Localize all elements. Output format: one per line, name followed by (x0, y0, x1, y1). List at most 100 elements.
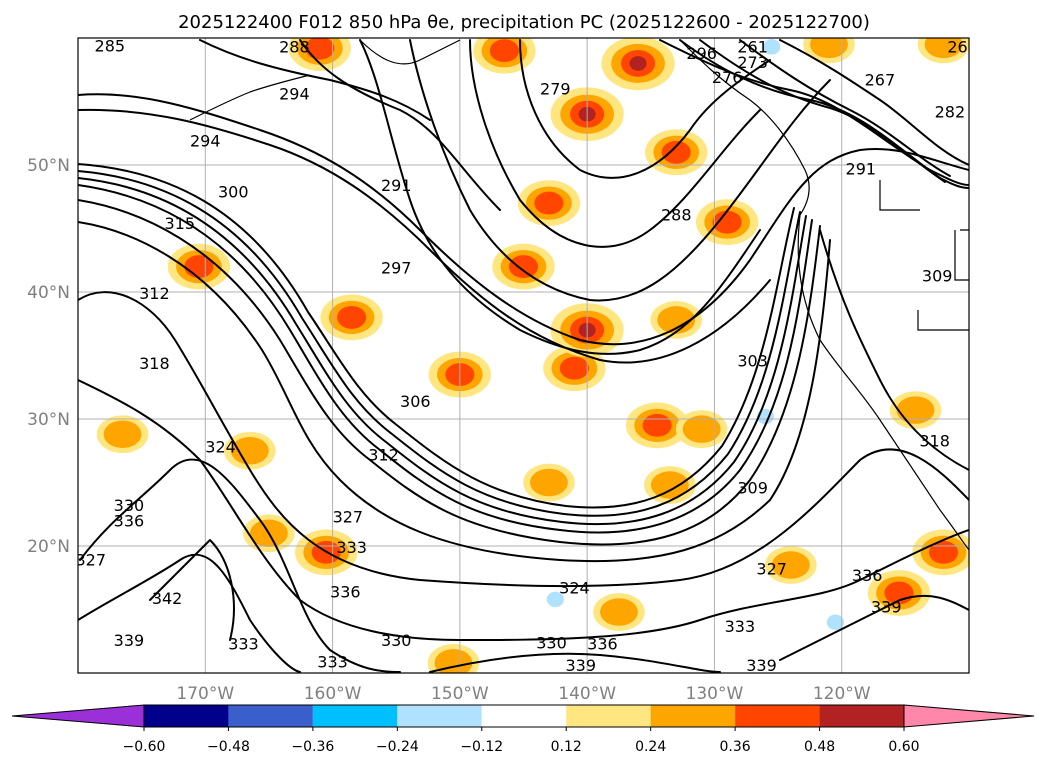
contour-label: 324 (205, 438, 236, 457)
colorbar-tick-label: 0.12 (551, 739, 582, 755)
contour-label: 327 (756, 560, 787, 579)
y-tick-label: 30°N (27, 410, 70, 430)
precip-mid (600, 598, 638, 626)
x-axis-ticks: 170°W 160°W 150°W 140°W 130°W 120°W (176, 684, 870, 704)
precip-core (337, 305, 367, 329)
contour-label: 339 (114, 631, 145, 650)
colorbar-tick-label: 0.60 (888, 739, 919, 755)
contour-label: 333 (317, 652, 348, 671)
colorbar-segment (481, 705, 567, 727)
precip-core (928, 540, 959, 564)
x-tick-label: 170°W (176, 684, 234, 704)
y-tick-label: 50°N (27, 156, 70, 176)
precip-mid (771, 551, 810, 579)
contour-labels: 285 2882942943003153123183243303363273423… (75, 36, 978, 675)
contour-label: 336 (114, 511, 145, 530)
precip-mid (924, 38, 963, 59)
contour-label: 291 (381, 176, 412, 195)
precip-mid (650, 471, 689, 499)
contour-label: 336 (330, 582, 361, 601)
precip-mid (230, 436, 269, 465)
contour-label: 327 (75, 551, 106, 570)
precip-mid (810, 38, 848, 59)
contour-label: 318 (919, 431, 950, 450)
contour-label: 267 (947, 38, 978, 57)
chart-title: 2025122400 F012 850 hPa θe, precipitatio… (178, 12, 870, 33)
colorbar-tick-label: 0.48 (804, 739, 835, 755)
contour-label: 339 (566, 656, 597, 675)
contour-label: 333 (336, 538, 367, 557)
contour-label: 291 (846, 160, 877, 179)
contour-label: 339 (746, 656, 777, 675)
contour-label: 312 (139, 284, 170, 303)
colorbar-frame (143, 704, 905, 728)
precip-core (642, 413, 672, 437)
contour-label: 315 (165, 214, 196, 233)
contour-label: 318 (139, 354, 170, 373)
colorbar-segment (819, 705, 904, 727)
colorbar-segment (735, 705, 820, 727)
contour-label: 306 (400, 392, 431, 411)
contour-label: 330 (114, 496, 145, 515)
precip-mid (103, 420, 142, 448)
precip-core (305, 38, 335, 60)
colorbar-tick-label: −0.24 (376, 739, 419, 755)
contour-label: 303 (737, 351, 768, 370)
contour-label: 285 (95, 36, 126, 55)
contour-label: 276 (712, 68, 743, 87)
contour-label: 294 (190, 132, 221, 151)
x-tick-label: 120°W (813, 684, 871, 704)
x-tick-label: 160°W (304, 684, 362, 704)
contour-label: 279 (540, 80, 571, 99)
contour-label: 333 (725, 617, 756, 636)
precip-core (508, 255, 539, 279)
colorbar-segment (144, 705, 229, 727)
colorbar-tick-label: −0.36 (291, 739, 334, 755)
y-tick-label: 40°N (27, 283, 70, 303)
contour-label: 296 (686, 44, 717, 63)
colorbar-extend-low (11, 704, 145, 728)
contour-label: 309 (737, 478, 768, 497)
colorbar-tick-label: −0.60 (123, 739, 166, 755)
colorbar-segment (650, 705, 736, 727)
precip-core (559, 356, 589, 380)
contour-label: 282 (935, 102, 966, 121)
contour-label: 297 (381, 259, 412, 278)
contour-label: 324 (559, 579, 590, 598)
coastlines (189, 39, 969, 551)
contour-label: 333 (228, 635, 259, 654)
x-tick-label: 150°W (431, 684, 489, 704)
colorbar-segment (566, 705, 651, 727)
contour-label: 294 (279, 85, 310, 104)
theta-e-contours (78, 39, 969, 673)
contour-label: 330 (536, 633, 567, 652)
contour-label: 312 (368, 445, 399, 464)
precip-mid (530, 468, 568, 497)
x-tick-label: 130°W (686, 684, 744, 704)
colorbar-tick-label: −0.48 (207, 739, 250, 755)
colorbar-segment (312, 705, 398, 727)
contour-label: 300 (218, 182, 249, 201)
colorbar-tick-label: 0.24 (635, 739, 666, 755)
precip-core (712, 210, 742, 234)
precip-neg-core (546, 591, 564, 608)
colorbar-segment (228, 705, 313, 727)
contour-label: 342 (152, 589, 183, 608)
contour-label: 288 (661, 205, 692, 224)
colorbar-tick-label: 0.36 (720, 739, 751, 755)
precip-mid (896, 396, 935, 424)
contour-label: 336 (852, 566, 883, 585)
precip-core (661, 140, 691, 164)
colorbar: −0.60 −0.48 −0.36 −0.24 −0.12 0.12 0.24 0.36 0.4… (11, 704, 1035, 755)
precip-core (534, 191, 564, 215)
map-frame (77, 37, 970, 674)
colorbar-segment (397, 705, 482, 727)
colorbar-extend-high (903, 704, 1035, 728)
precip-neg-core (763, 39, 781, 55)
contour-label: 327 (333, 508, 364, 527)
precip-core (489, 39, 519, 63)
precip-mid (657, 306, 696, 334)
contour-label: 330 (381, 631, 412, 650)
y-tick-label: 20°N (27, 537, 70, 557)
